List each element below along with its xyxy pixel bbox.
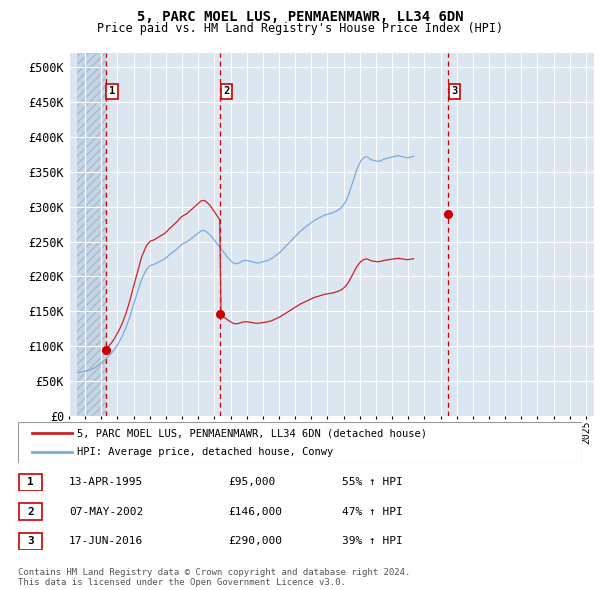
Text: 1: 1 — [27, 477, 34, 487]
Text: 5, PARC MOEL LUS, PENMAENMAWR, LL34 6DN (detached house): 5, PARC MOEL LUS, PENMAENMAWR, LL34 6DN … — [77, 428, 427, 438]
Text: 13-APR-1995: 13-APR-1995 — [69, 477, 143, 487]
Text: £95,000: £95,000 — [228, 477, 275, 487]
Text: 39% ↑ HPI: 39% ↑ HPI — [342, 536, 403, 546]
Text: 47% ↑ HPI: 47% ↑ HPI — [342, 507, 403, 516]
Text: 17-JUN-2016: 17-JUN-2016 — [69, 536, 143, 546]
Text: £146,000: £146,000 — [228, 507, 282, 516]
Text: 07-MAY-2002: 07-MAY-2002 — [69, 507, 143, 516]
Text: 3: 3 — [27, 536, 34, 546]
Text: Contains HM Land Registry data © Crown copyright and database right 2024.
This d: Contains HM Land Registry data © Crown c… — [18, 568, 410, 587]
Text: HPI: Average price, detached house, Conwy: HPI: Average price, detached house, Conw… — [77, 447, 334, 457]
Text: Price paid vs. HM Land Registry's House Price Index (HPI): Price paid vs. HM Land Registry's House … — [97, 22, 503, 35]
Text: 5, PARC MOEL LUS, PENMAENMAWR, LL34 6DN: 5, PARC MOEL LUS, PENMAENMAWR, LL34 6DN — [137, 10, 463, 24]
Text: 55% ↑ HPI: 55% ↑ HPI — [342, 477, 403, 487]
Bar — [77, 53, 106, 416]
Text: 1: 1 — [109, 86, 115, 96]
Text: 2: 2 — [223, 86, 230, 96]
Text: 2: 2 — [27, 507, 34, 516]
Text: £290,000: £290,000 — [228, 536, 282, 546]
Text: 3: 3 — [451, 86, 457, 96]
